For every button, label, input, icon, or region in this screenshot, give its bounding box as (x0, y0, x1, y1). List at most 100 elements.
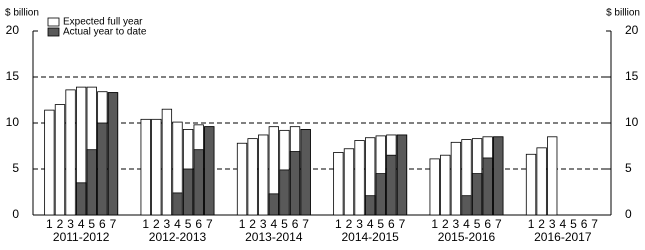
x-tick-label: 6 (581, 217, 588, 231)
x-group-label: 2016-2017 (534, 230, 592, 244)
y-tick-label-right: 5 (625, 161, 632, 175)
x-group-label: 2014-2015 (341, 230, 399, 244)
x-tick-label: 7 (110, 217, 117, 231)
x-tick-label: 1 (46, 217, 53, 231)
x-tick-label: 3 (356, 217, 363, 231)
y-tick-label: 15 (6, 69, 20, 83)
bar (279, 169, 290, 216)
x-tick-label: 4 (559, 217, 566, 231)
bar (365, 195, 376, 216)
x-tick-label: 5 (185, 217, 192, 231)
x-tick-label: 7 (302, 217, 309, 231)
x-group-label: 2013-2014 (245, 230, 303, 244)
x-tick-label: 6 (484, 217, 491, 231)
bar (204, 126, 215, 216)
y-tick-label-right: 10 (625, 115, 639, 129)
x-tick-label: 4 (78, 217, 85, 231)
bar (247, 138, 258, 216)
x-tick-label: 6 (99, 217, 106, 231)
bar (86, 149, 97, 216)
y-tick-label: 20 (6, 23, 20, 37)
bar (258, 134, 269, 216)
y-axis-label-left: $ billion (5, 8, 39, 19)
bar (440, 154, 451, 216)
bar (547, 136, 558, 216)
bar (97, 122, 108, 216)
bar (161, 108, 173, 216)
x-tick-label: 6 (195, 217, 202, 231)
bar (493, 136, 504, 216)
x-tick-label: 1 (431, 217, 438, 231)
x-tick-label: 4 (270, 217, 277, 231)
bar (450, 141, 462, 216)
legend-swatch (47, 27, 60, 37)
bar (289, 151, 301, 216)
bar (354, 140, 365, 216)
x-tick-label: 7 (591, 217, 598, 231)
y-tick-label-right: 0 (625, 207, 632, 221)
bar (482, 157, 493, 216)
bar (54, 104, 66, 216)
bar (429, 158, 440, 216)
x-tick-label: 4 (367, 217, 374, 231)
x-tick-label: 2 (57, 217, 64, 231)
x-group-label: 2011-2012 (53, 230, 110, 244)
x-tick-label: 5 (474, 217, 481, 231)
x-tick-label: 3 (67, 217, 74, 231)
x-tick-label: 7 (399, 217, 406, 231)
x-tick-label: 2 (249, 217, 256, 231)
x-tick-label: 7 (495, 217, 502, 231)
x-group-label: 2015-2016 (438, 230, 496, 244)
x-tick-label: 2 (153, 217, 160, 231)
bar (471, 173, 483, 216)
x-tick-label: 2 (346, 217, 353, 231)
x-tick-label: 3 (164, 217, 171, 231)
legend-swatch (47, 17, 60, 27)
bar (375, 173, 386, 216)
y-tick-label: 10 (6, 115, 20, 129)
x-group-label: 2012-2013 (149, 230, 207, 244)
bar (268, 193, 279, 216)
legend-label: Actual year to date (63, 27, 147, 38)
legend-label: Expected full year (63, 17, 143, 28)
x-tick-label: 2 (538, 217, 545, 231)
y-tick-label-right: 20 (625, 23, 639, 37)
x-tick-label: 5 (377, 217, 384, 231)
x-tick-label: 7 (206, 217, 213, 231)
bar (396, 134, 408, 216)
x-tick-label: 6 (292, 217, 299, 231)
bar (525, 153, 537, 216)
x-tick-label: 1 (335, 217, 342, 231)
bar (193, 149, 204, 216)
y-tick-label: 0 (12, 207, 19, 221)
bar (536, 147, 547, 216)
bar (44, 109, 55, 216)
y-tick-label-right: 15 (625, 69, 639, 83)
bar (386, 154, 397, 216)
bar (333, 152, 344, 216)
x-tick-label: 6 (388, 217, 395, 231)
y-axis-label-right: $ billion (606, 8, 640, 19)
bar (461, 195, 472, 216)
bar (182, 168, 194, 216)
x-tick-label: 5 (281, 217, 288, 231)
x-tick-label: 1 (528, 217, 535, 231)
x-tick-label: 5 (570, 217, 577, 231)
x-tick-label: 2 (442, 217, 449, 231)
x-tick-label: 4 (174, 217, 181, 231)
x-tick-label: 1 (239, 217, 246, 231)
bar (65, 89, 76, 216)
bar (300, 129, 311, 216)
bar (76, 182, 87, 216)
bar (343, 148, 355, 216)
x-tick-label: 3 (453, 217, 460, 231)
bar (140, 118, 151, 216)
x-tick-label: 5 (88, 217, 95, 231)
bar (236, 142, 248, 216)
bar (107, 92, 119, 216)
x-tick-label: 3 (260, 217, 267, 231)
bar (151, 118, 162, 216)
y-tick-label: 5 (12, 161, 19, 175)
x-tick-label: 1 (142, 217, 149, 231)
